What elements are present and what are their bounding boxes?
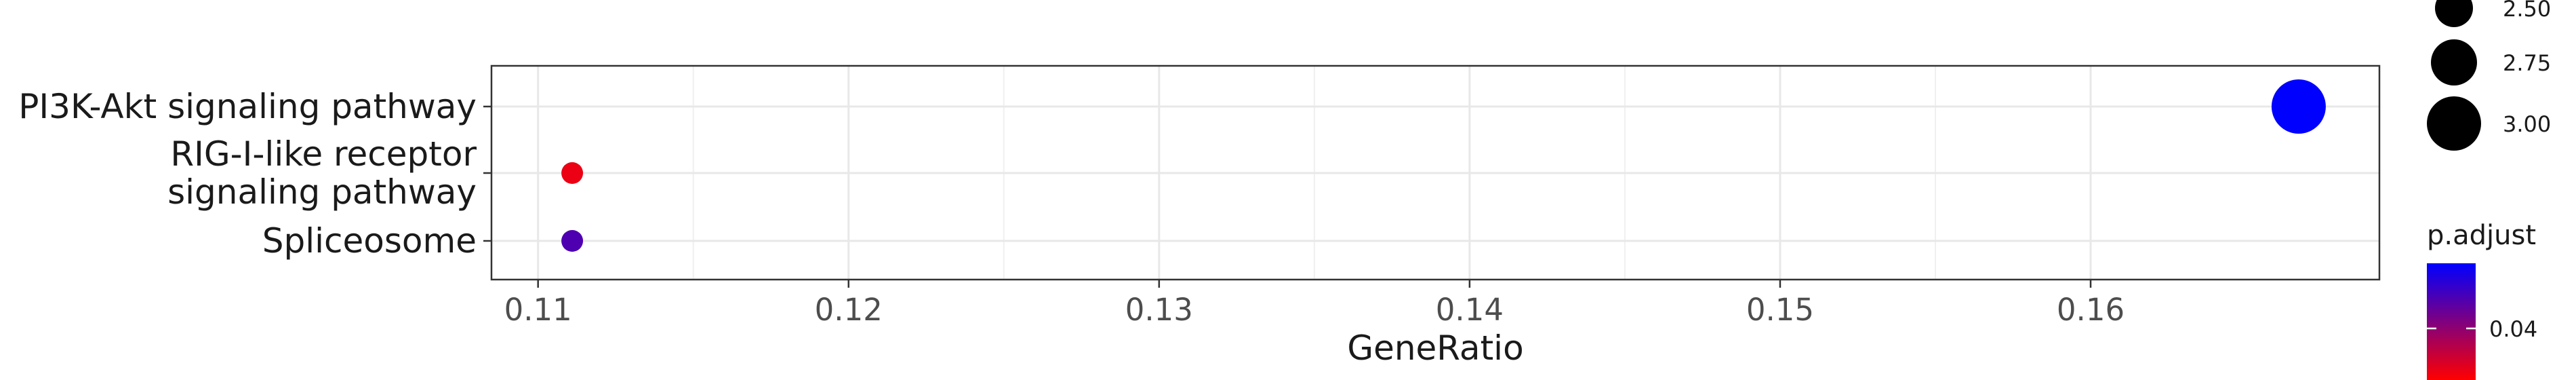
x-tick-label: 0.13: [1125, 292, 1193, 328]
size-legend-label: 3.00: [2503, 111, 2551, 137]
size-legend-key: [2427, 96, 2481, 151]
x-tick-label: 0.16: [2057, 292, 2125, 328]
size-legend-label: 2.75: [2503, 50, 2551, 76]
data-point: [561, 230, 584, 252]
data-point: [2271, 79, 2326, 134]
color-legend-title: p.adjust: [2427, 220, 2536, 251]
data-point: [561, 162, 584, 184]
y-tick-label: signaling pathway: [167, 172, 477, 212]
size-legend-key: [2431, 39, 2477, 86]
size-legend-label: 2.50: [2503, 0, 2551, 22]
y-tick-label: PI3K-Akt signaling pathway: [18, 87, 477, 126]
color-legend-bar: [2427, 263, 2476, 380]
x-tick-label: 0.14: [1436, 292, 1504, 328]
x-axis-title: GeneRatio: [1347, 328, 1523, 368]
x-tick-label: 0.11: [504, 292, 572, 328]
plot-area: 0.11 0.12 0.13 0.14 0.15 0.16 PI3K-Akt signali…: [18, 64, 2381, 368]
x-tick-label: 0.15: [1746, 292, 1814, 328]
y-tick-label: Spliceosome: [262, 221, 477, 261]
y-tick-label: RIG-I-like receptor: [170, 134, 477, 174]
color-legend-label: 0.04: [2489, 316, 2537, 342]
size-legend-key: [2435, 0, 2473, 27]
x-tick-label: 0.12: [815, 292, 883, 328]
